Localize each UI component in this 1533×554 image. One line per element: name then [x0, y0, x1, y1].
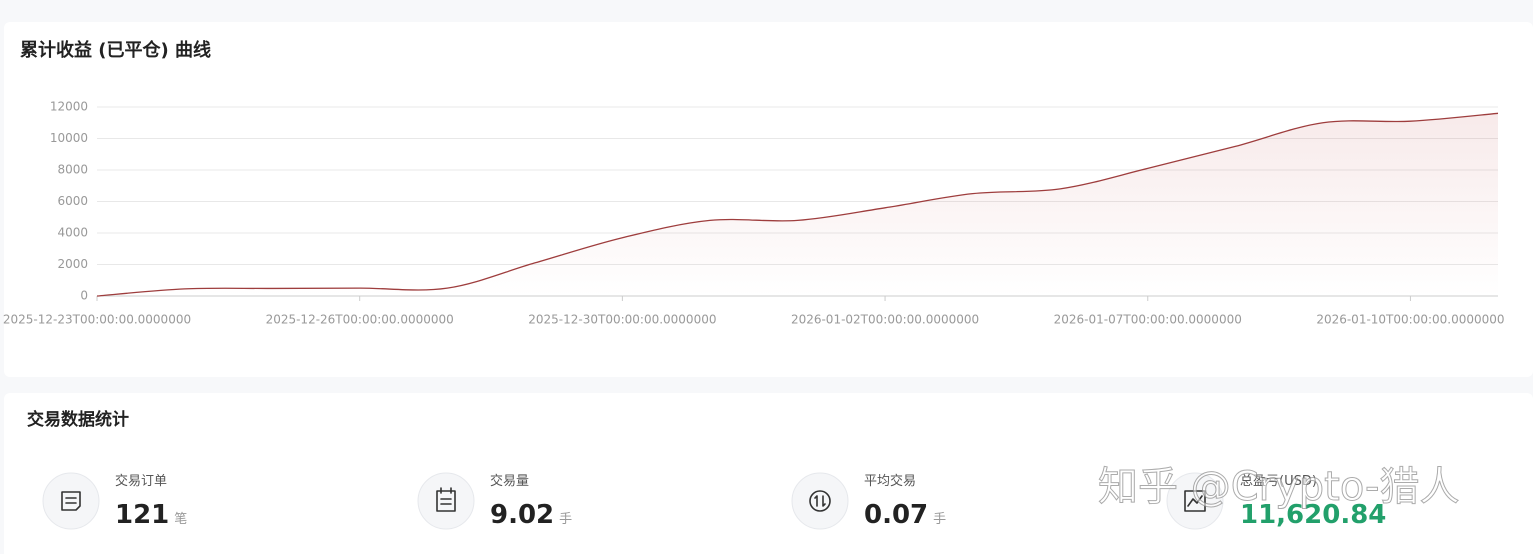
stat-pnl: 总盈亏(USD) 11,620.84 [1166, 472, 1386, 530]
stat-label: 总盈亏(USD) [1240, 474, 1317, 489]
y-tick-label: 12000 [50, 100, 88, 114]
stats-card [4, 393, 1533, 554]
icon-glyph [61, 491, 81, 511]
icon [791, 472, 849, 530]
stat-value: 121 笔 [115, 500, 187, 530]
value: 9.02 [490, 500, 554, 530]
unit: 手 [933, 512, 946, 527]
value: 121 [115, 500, 169, 530]
y-tick-label: 8000 [57, 163, 88, 177]
icon-glyph [814, 495, 826, 507]
x-tick-label: 2026-01-07T00:00:00.0000000 [1054, 313, 1242, 327]
stat-value: 9.02 手 [490, 500, 572, 530]
area [97, 113, 1498, 296]
y-tick-label: 2000 [57, 257, 88, 271]
unit: 手 [559, 512, 572, 527]
stat-value: 0.07 手 [864, 500, 946, 530]
icon-glyph [809, 490, 831, 512]
x-tick-label: 2026-01-10T00:00:00.0000000 [1316, 313, 1504, 327]
plot: 0 2000 4000 6000 8000 10000 12000 2025-12-23T00… [3, 100, 1505, 327]
stat-orders: 交易订单 121 笔 [42, 472, 187, 530]
icon-glyph [1184, 490, 1206, 512]
stat-volume: 交易量 9.02 手 [417, 472, 572, 530]
x-tick-label: 2025-12-26T00:00:00.0000000 [266, 313, 454, 327]
stats-title: 交易数据统计 [27, 409, 129, 430]
x-tick-label: 2025-12-23T00:00:00.0000000 [3, 313, 191, 327]
y-tick-label: 0 [80, 289, 88, 303]
stat-label: 交易订单 [115, 473, 167, 489]
unit: 笔 [174, 511, 187, 527]
stat-label: 交易量 [490, 473, 529, 489]
stat-value: 11,620.84 [1240, 500, 1386, 530]
watermark: 知乎 @Crypto-猎人 [1098, 464, 1459, 510]
y-tick-label: 10000 [50, 131, 88, 145]
stat-average: 平均交易 0.07 手 [791, 472, 946, 530]
icon [417, 472, 475, 530]
stat-label: 平均交易 [864, 473, 916, 489]
icon-glyph [436, 487, 456, 512]
y-tick-label: 4000 [57, 226, 88, 240]
x-tick-label: 2026-01-02T00:00:00.0000000 [791, 313, 979, 327]
line [96, 112, 1499, 297]
chart-title: 累计收益 (已平仓) 曲线 [20, 39, 211, 61]
y-tick-label: 6000 [57, 194, 88, 208]
icon [42, 472, 100, 530]
value: 0.07 [864, 500, 928, 530]
x-tick-label: 2025-12-30T00:00:00.0000000 [528, 313, 716, 327]
